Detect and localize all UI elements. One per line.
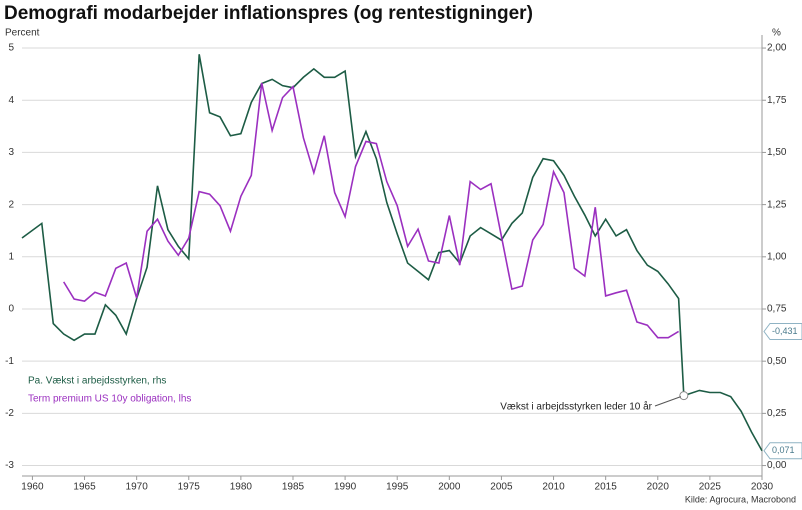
value-label: 0,071 [772, 445, 795, 455]
annotation-marker [679, 391, 689, 401]
y2-tick-label: 1,25 [767, 199, 787, 210]
y-tick-label: 1 [8, 251, 14, 262]
y2-tick-label: 0,50 [767, 356, 787, 367]
x-tick-label: 1990 [334, 482, 357, 493]
x-tick-label: 2030 [751, 482, 774, 493]
y2-tick-label: 2,00 [767, 43, 787, 54]
x-tick-label: 2010 [542, 482, 565, 493]
y-tick-label: 3 [8, 147, 14, 158]
value-label-box [763, 442, 802, 460]
source: Kilde: Agrocura, Macrobond [685, 494, 796, 504]
y2-axis-label: % [772, 28, 781, 39]
y2-tick-label: 0,25 [767, 408, 787, 419]
value-label-box [763, 322, 802, 340]
x-tick-label: 1995 [386, 482, 409, 493]
y-tick-label: 4 [8, 95, 14, 106]
x-tick-label: 1980 [230, 482, 253, 493]
legend-entry: Pa. Vækst i arbejdsstyrken, rhs [28, 376, 166, 387]
chart-title: Demografi modarbejder inflationspres (og… [4, 3, 533, 24]
y2-tick-label: 0,75 [767, 304, 787, 315]
x-tick-label: 1965 [73, 482, 96, 493]
y-tick-label: -3 [5, 460, 14, 471]
y-tick-label: -1 [5, 356, 14, 367]
y-tick-label: 2 [8, 199, 14, 210]
y-tick-label: -2 [5, 408, 14, 419]
y2-tick-label: 0,00 [767, 460, 787, 471]
legend-entry: Term premium US 10y obligation, lhs [28, 394, 191, 405]
x-tick-label: 1960 [21, 482, 44, 493]
y2-tick-label: 1,75 [767, 95, 787, 106]
annotation: Vækst i arbejdsstyrken leder 10 år [500, 401, 652, 413]
x-tick-label: 2025 [699, 482, 722, 493]
y2-tick-label: 1,00 [767, 251, 787, 262]
x-tick-label: 2015 [595, 482, 618, 493]
y-axis-label: Percent [5, 28, 40, 39]
x-tick-label: 2020 [647, 482, 670, 493]
x-tick-label: 1970 [126, 482, 149, 493]
series-line [21, 54, 763, 452]
x-tick-label: 1975 [178, 482, 201, 493]
series-line [63, 82, 680, 339]
x-tick-label: 1985 [282, 482, 305, 493]
y-tick-label: 5 [8, 43, 14, 54]
x-tick-label: 2005 [490, 482, 513, 493]
x-tick-label: 2000 [438, 482, 461, 493]
value-label: -0,431 [772, 326, 798, 336]
annotation-line [654, 396, 682, 407]
y2-tick-label: 1,50 [767, 147, 787, 158]
y-tick-label: 0 [8, 304, 14, 315]
